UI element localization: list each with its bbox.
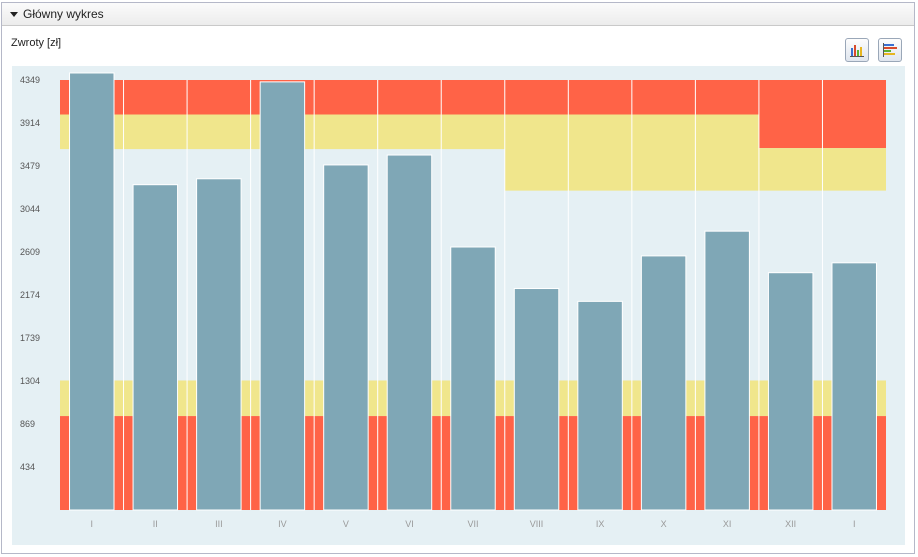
bar: [259, 81, 306, 511]
x-tick-label: VI: [405, 519, 414, 529]
x-tick-label: IX: [596, 519, 605, 529]
y-tick-label: 3479: [20, 161, 40, 171]
band-upper-yellow: [123, 114, 188, 150]
band-upper-red: [377, 80, 442, 115]
band-upper-yellow: [377, 114, 442, 150]
x-tick-label: V: [343, 519, 349, 529]
band-upper-red: [631, 80, 696, 115]
bar: [386, 154, 433, 511]
chart-title: Zwroty [zł]: [11, 37, 62, 49]
bar: [513, 288, 560, 511]
band-upper-red: [695, 80, 759, 115]
band-upper-red: [568, 80, 632, 115]
x-tick-label: XII: [785, 519, 796, 529]
y-tick-label: 1739: [20, 333, 40, 343]
bar: [196, 178, 242, 511]
band-upper-yellow: [695, 114, 759, 191]
x-tick-label: XI: [723, 519, 732, 529]
band-upper-red: [822, 80, 886, 149]
x-tick-label: IV: [278, 519, 287, 529]
x-tick-label: X: [661, 519, 667, 529]
band-upper-red: [504, 80, 569, 115]
band-upper-red: [758, 80, 823, 149]
bar: [704, 230, 750, 511]
band-upper-yellow: [187, 114, 251, 150]
band-upper-yellow: [504, 114, 569, 191]
band-upper-yellow: [822, 148, 886, 191]
x-tick-label: I: [91, 519, 94, 529]
bar: [132, 184, 179, 511]
band-upper-yellow: [314, 114, 378, 150]
bar: [69, 72, 115, 511]
band-upper-yellow: [441, 114, 505, 150]
x-tick-label: I: [853, 519, 856, 529]
y-tick-label: 4349: [20, 75, 40, 85]
panel-title: Główny wykres: [23, 7, 104, 21]
horizontal-bar-chart-icon: [883, 43, 897, 57]
y-tick-label: 3044: [20, 204, 40, 214]
bar: [450, 246, 496, 511]
x-tick-label: VII: [467, 519, 478, 529]
band-upper-red: [314, 80, 378, 115]
collapse-triangle-icon[interactable]: [10, 11, 18, 17]
vertical-bar-chart-icon: [850, 45, 864, 57]
bar: [831, 262, 877, 511]
y-tick-label: 434: [20, 462, 35, 472]
y-tick-label: 2609: [20, 247, 40, 257]
band-upper-red: [123, 80, 188, 115]
y-tick-label: 1304: [20, 376, 40, 386]
bar: [640, 255, 687, 511]
band-upper-red: [441, 80, 505, 115]
bar: [323, 164, 369, 511]
bar: [577, 300, 623, 511]
band-upper-red: [187, 80, 251, 115]
band-upper-yellow: [758, 148, 823, 191]
x-tick-label: III: [215, 519, 223, 529]
bar: [767, 272, 814, 511]
band-upper-yellow: [568, 114, 632, 191]
horizontal-bars-button[interactable]: [878, 38, 902, 62]
band-upper-yellow: [631, 114, 696, 191]
y-tick-label: 869: [20, 419, 35, 429]
y-tick-label: 3914: [20, 118, 40, 128]
x-tick-label: VIII: [530, 519, 544, 529]
vertical-bars-button[interactable]: [845, 38, 869, 62]
x-tick-label: II: [153, 519, 158, 529]
panel-header[interactable]: Główny wykres: [2, 3, 914, 26]
y-tick-label: 2174: [20, 290, 40, 300]
